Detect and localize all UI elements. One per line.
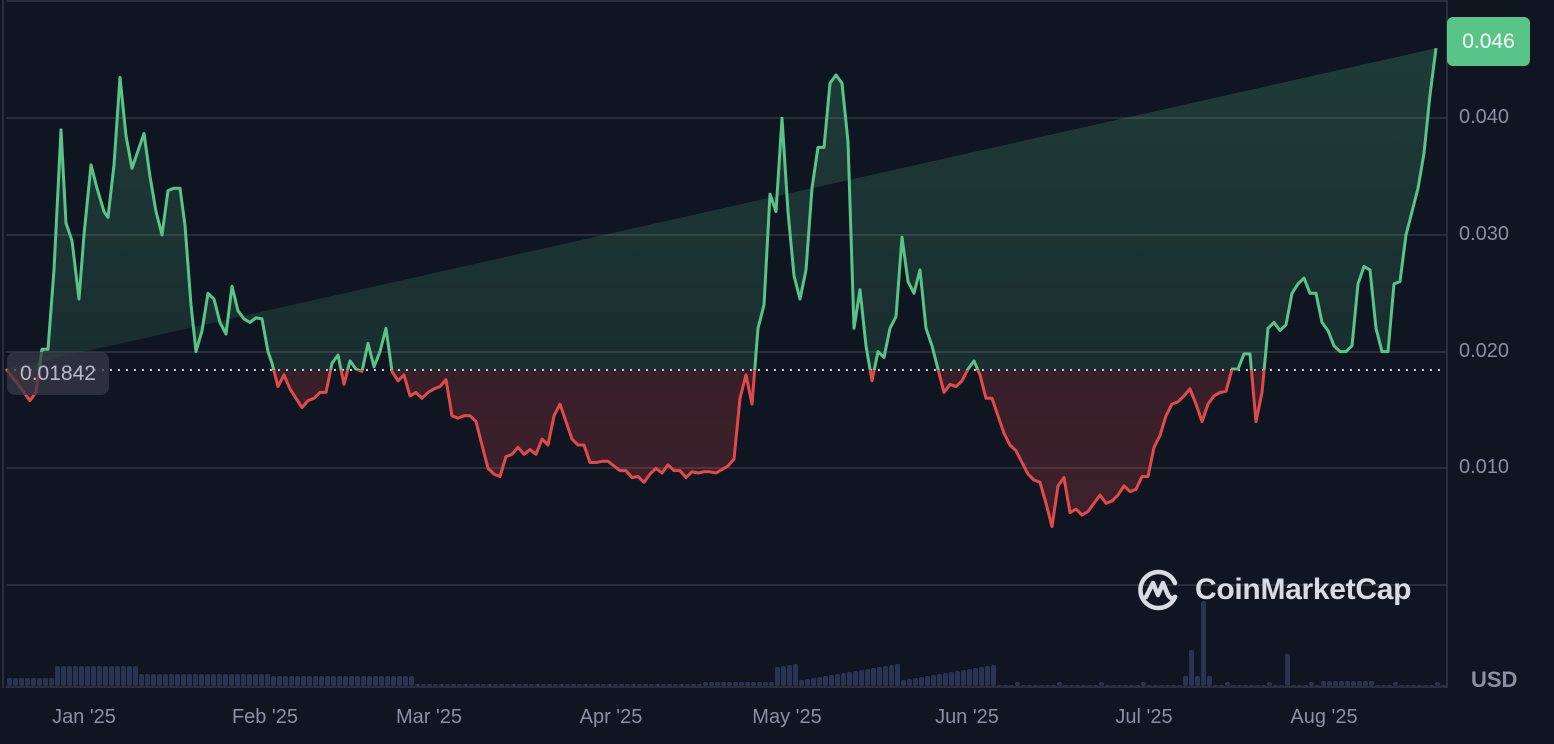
- price-line-above: [4, 48, 1438, 370]
- volume-bars: [7, 601, 1446, 686]
- y-tick-label: 0.030: [1459, 223, 1510, 245]
- x-tick-label: Jan '25: [52, 706, 116, 728]
- x-tick-label: Mar '25: [395, 706, 463, 728]
- y-tick-label: 0.020: [1459, 340, 1510, 362]
- x-tick-label: Jun '25: [935, 706, 999, 728]
- x-tick-label: Jul '25: [1115, 706, 1173, 728]
- x-tick-label: Apr '25: [579, 706, 643, 728]
- x-tick-label: Aug '25: [1290, 706, 1358, 728]
- x-tick-label: Feb '25: [231, 706, 299, 728]
- coinmarketcap-watermark: CoinMarketCap: [1135, 566, 1411, 614]
- y-tick-label: 0.040: [1459, 106, 1510, 128]
- y-tick-label: 0.010: [1459, 456, 1510, 478]
- price-line-below: [4, 370, 1266, 529]
- x-tick-label: May '25: [752, 706, 822, 728]
- area-above-baseline: [6, 48, 1436, 370]
- coinmarketcap-logo-icon: [1138, 569, 1178, 611]
- area-below-baseline: [6, 370, 1265, 527]
- watermark-text: CoinMarketCap: [1195, 573, 1412, 606]
- last-price-badge: 0.046: [1447, 17, 1530, 66]
- baseline-price-badge: 0.01842: [7, 352, 109, 395]
- currency-label: USD: [1471, 667, 1518, 692]
